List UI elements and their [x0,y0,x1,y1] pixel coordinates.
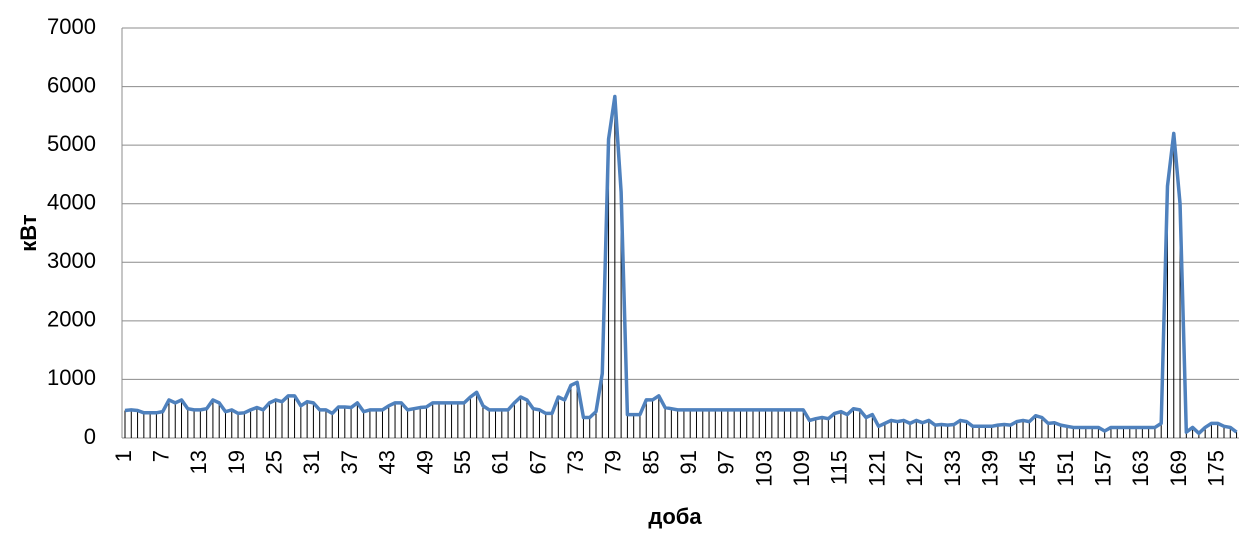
x-tick-label: 133 [940,450,965,487]
x-tick-label: 55 [450,450,475,474]
x-tick-label: 85 [638,450,663,474]
x-tick-label: 169 [1166,450,1191,487]
x-tick-label: 163 [1128,450,1153,487]
y-tick-label: 4000 [47,190,96,215]
x-tick-label: 145 [1015,450,1040,487]
x-tick-label: 31 [299,450,324,474]
y-axis-label: кВт [16,214,41,252]
y-tick-label: 5000 [47,131,96,156]
x-tick-label: 43 [375,450,400,474]
x-tick-label: 19 [224,450,249,474]
x-tick-label: 175 [1204,450,1229,487]
x-tick-label: 13 [186,450,211,474]
x-tick-label: 37 [337,450,362,474]
y-tick-label: 3000 [47,248,96,273]
x-tick-label: 7 [148,450,173,462]
y-tick-label: 0 [84,424,96,449]
x-tick-label: 157 [1090,450,1115,487]
x-tick-label: 61 [488,450,513,474]
x-tick-label: 73 [563,450,588,474]
y-tick-label: 6000 [47,72,96,97]
x-tick-label: 1 [111,450,136,462]
x-tick-label: 79 [601,450,626,474]
x-tick-label: 139 [977,450,1002,487]
x-tick-label: 109 [789,450,814,487]
x-tick-label: 103 [751,450,776,487]
x-tick-label: 127 [902,450,927,487]
x-tick-label: 49 [412,450,437,474]
x-tick-label: 97 [714,450,739,474]
x-tick-label: 151 [1053,450,1078,487]
y-tick-label: 2000 [47,307,96,332]
y-tick-label: 7000 [47,14,96,39]
data-line [124,94,1238,436]
x-tick-label: 91 [676,450,701,474]
x-tick-label: 121 [864,450,889,487]
x-tick-label: 115 [827,450,852,485]
x-tick-label: 25 [262,450,287,474]
y-tick-label: 1000 [47,365,96,390]
x-axis-label: доба [648,504,702,529]
x-tick-label: 67 [525,450,550,474]
